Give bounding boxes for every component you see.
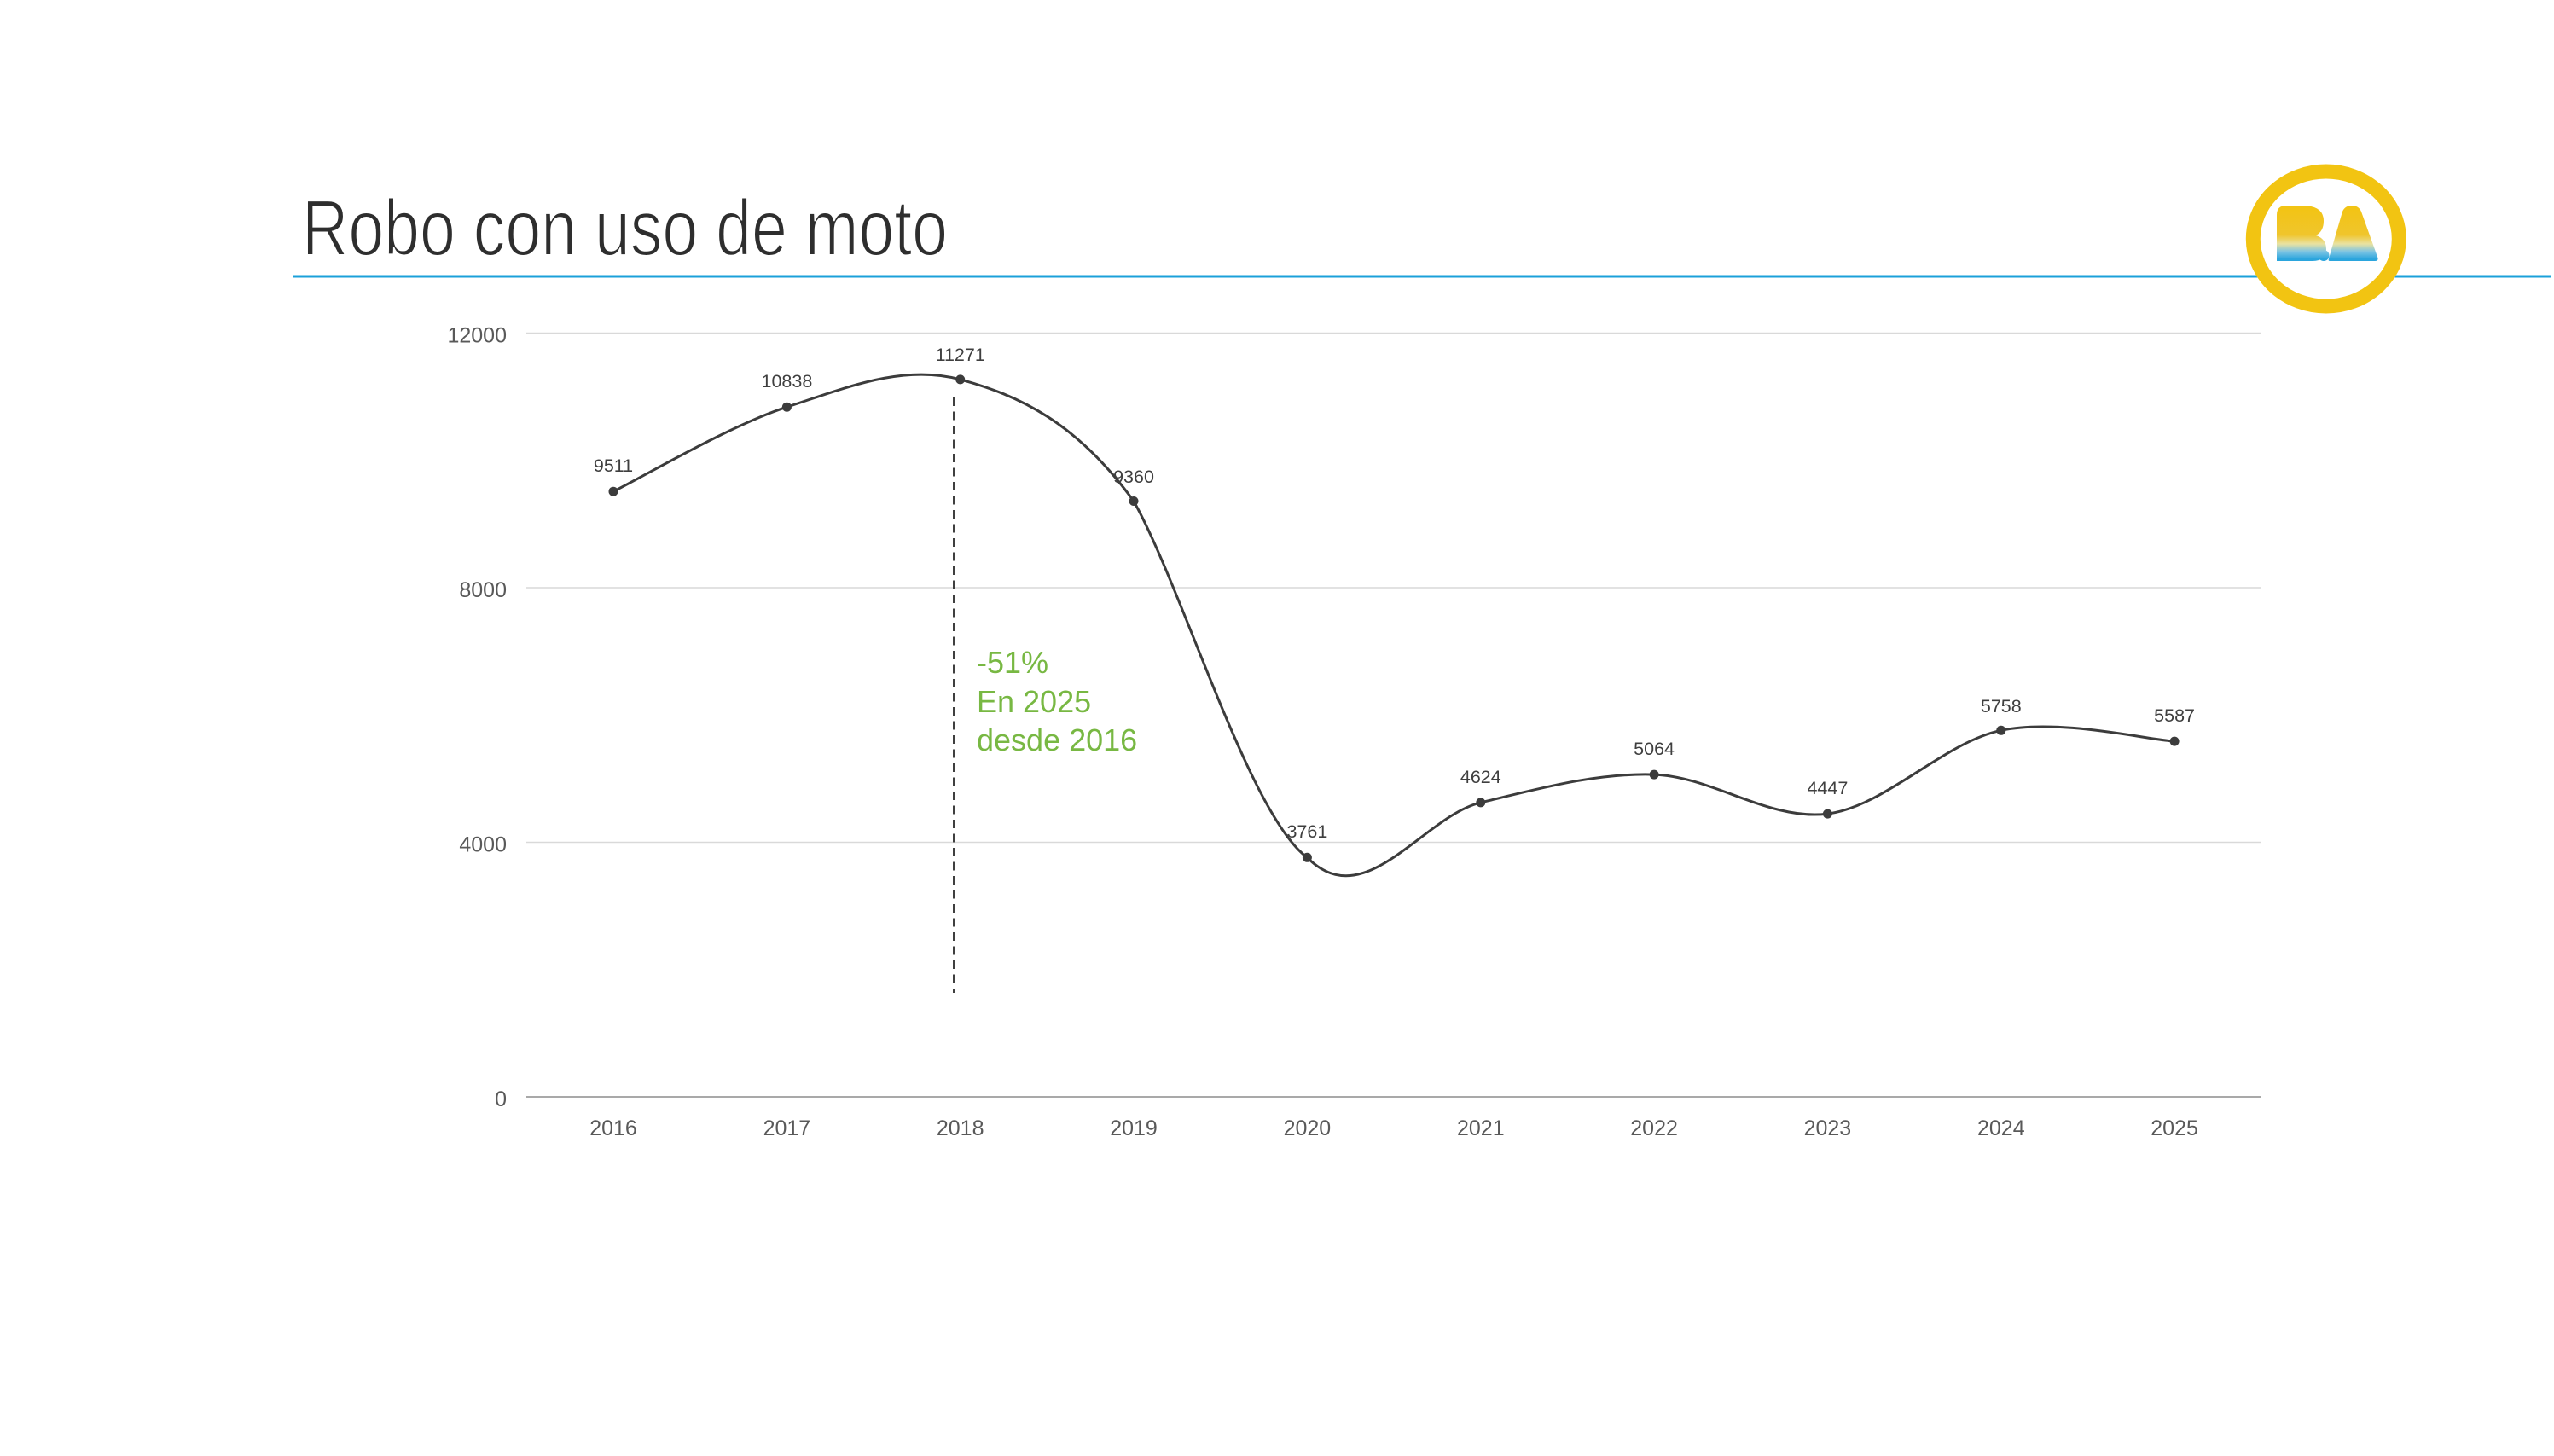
svg-text:2023: 2023 <box>1804 1117 1852 1140</box>
svg-text:0: 0 <box>495 1088 507 1111</box>
svg-text:desde 2016: desde 2016 <box>977 722 1137 757</box>
svg-text:En 2025: En 2025 <box>977 684 1091 719</box>
svg-text:5587: 5587 <box>2154 705 2195 726</box>
svg-text:2016: 2016 <box>589 1117 637 1140</box>
svg-text:-51%: -51% <box>977 645 1048 680</box>
svg-text:4624: 4624 <box>1460 767 1501 787</box>
svg-text:4000: 4000 <box>459 833 507 857</box>
svg-text:2019: 2019 <box>1110 1117 1158 1140</box>
svg-text:2017: 2017 <box>763 1117 811 1140</box>
svg-text:Robo con uso de moto: Robo con uso de moto <box>302 183 948 272</box>
svg-text:2021: 2021 <box>1457 1117 1505 1140</box>
svg-text:5064: 5064 <box>1634 739 1675 759</box>
svg-text:11271: 11271 <box>936 345 985 365</box>
svg-text:2022: 2022 <box>1630 1117 1678 1140</box>
svg-text:2020: 2020 <box>1284 1117 1332 1140</box>
svg-text:5758: 5758 <box>1981 696 2022 716</box>
svg-text:4447: 4447 <box>1807 778 1848 798</box>
svg-text:10838: 10838 <box>762 371 813 392</box>
svg-text:3761: 3761 <box>1286 821 1327 842</box>
svg-text:12000: 12000 <box>447 324 507 348</box>
svg-text:2025: 2025 <box>2151 1117 2198 1140</box>
svg-text:9511: 9511 <box>594 455 633 476</box>
svg-text:2024: 2024 <box>1977 1117 2025 1140</box>
svg-text:2018: 2018 <box>937 1117 984 1140</box>
svg-text:9360: 9360 <box>1113 467 1154 487</box>
svg-text:8000: 8000 <box>459 578 507 602</box>
